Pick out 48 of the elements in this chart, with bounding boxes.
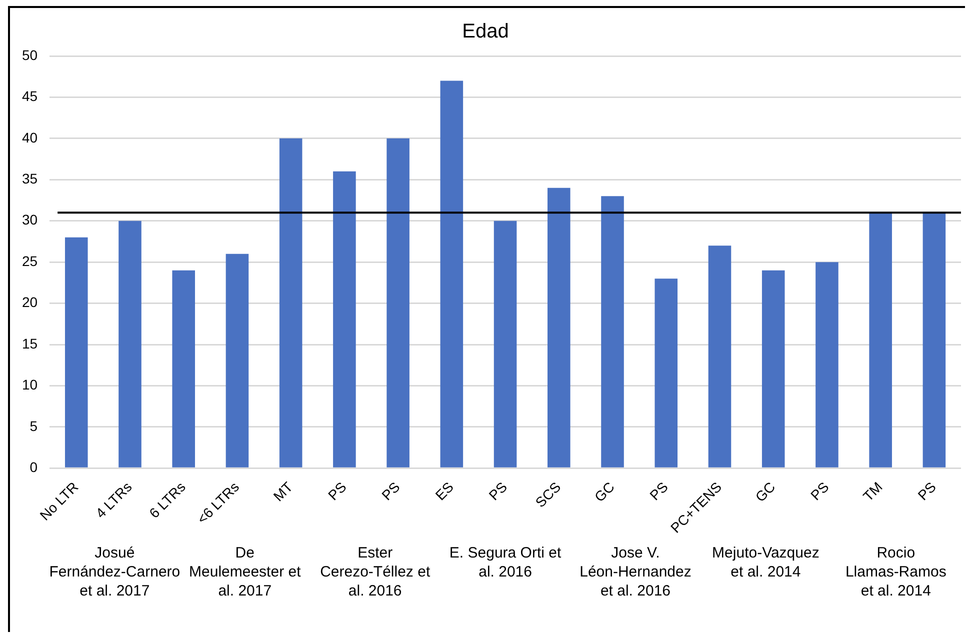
y-tick-label: 40 (22, 129, 38, 146)
y-tick-label: 20 (22, 294, 38, 310)
bar (440, 80, 464, 468)
bar (548, 188, 570, 468)
y-tick-label: 50 (22, 46, 38, 63)
x-tick-label: PS (646, 478, 671, 504)
bar (333, 171, 356, 468)
bar (816, 262, 838, 468)
text: Josué Fernández-Carnero et al. 2017 (49, 544, 180, 600)
x-tick-label: PS (324, 478, 350, 504)
x-tick-label: PS (378, 478, 403, 504)
bar (601, 196, 624, 468)
y-tick-label: 45 (22, 88, 38, 104)
x-tick-label: PS (914, 478, 940, 504)
bar (869, 212, 892, 468)
x-tick-label: GC (752, 478, 778, 505)
text: Jose V. Léon-Hernandez et al. 2016 (580, 544, 692, 600)
bar (172, 270, 195, 468)
y-tick-label: 30 (22, 212, 38, 228)
x-tick-label: PS (486, 478, 510, 504)
x-tick-label: PS (807, 478, 832, 504)
text: E. Segura Orti et al. 2016 (449, 544, 562, 581)
x-tick-label: ES (432, 478, 457, 504)
bar (226, 254, 249, 468)
text: Rocio Llamas-Ramos et al. 2014 (845, 544, 946, 600)
y-tick-label: 35 (22, 170, 38, 187)
bar (64, 237, 88, 468)
bar (386, 138, 410, 468)
bar (654, 278, 678, 468)
chart-title: Edad (462, 20, 509, 43)
y-tick-label: 25 (22, 252, 38, 269)
bar (762, 270, 785, 468)
text: Mejuto-Vazquez et al. 2014 (712, 544, 820, 581)
x-tick-label: GC (591, 478, 618, 505)
bar (279, 138, 302, 468)
y-tick-label: 5 (30, 418, 38, 434)
bar (494, 220, 517, 468)
x-tick-label: TM (860, 478, 886, 504)
x-tick-label: MT (270, 478, 296, 504)
bar (118, 220, 142, 468)
x-tick-label: No LTR (36, 478, 82, 524)
y-tick-label: 15 (22, 335, 38, 352)
text: De Meulemeester et al. 2017 (189, 544, 302, 600)
y-tick-label: 10 (22, 376, 38, 393)
bar (708, 246, 732, 468)
bar (922, 212, 946, 468)
y-tick-label: 0 (30, 459, 38, 476)
text: Ester Cerezo-Téllez et al. 2016 (320, 544, 431, 600)
